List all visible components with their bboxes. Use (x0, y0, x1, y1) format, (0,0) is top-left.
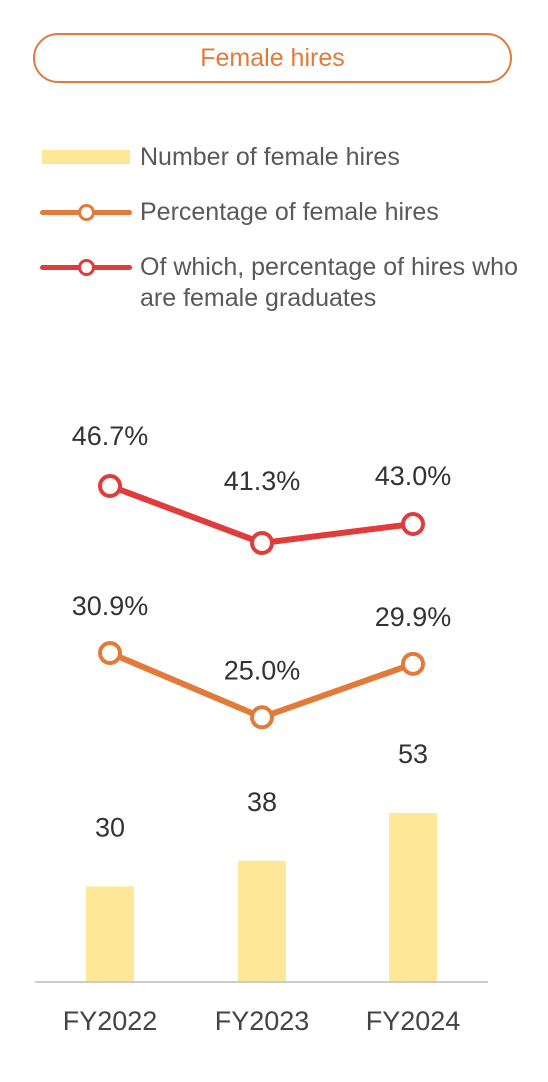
legend-item-female-hires-count: Number of female hires (40, 142, 548, 173)
legend-label: Percentage of female hires (140, 198, 439, 226)
x-tick-label: FY2022 (63, 1006, 158, 1036)
combo-chart: 30 38 53 FY2022 FY2023 FY2024 30.9% 25.0% 29.9% 4… (35, 421, 488, 1036)
chart-title-text: Female hires (200, 43, 345, 72)
legend-swatch-bar (40, 142, 132, 172)
bar-fy2024 (389, 812, 437, 982)
x-tick-label: FY2023 (215, 1006, 310, 1036)
legend-swatch-orange-line (40, 197, 132, 227)
bar-fy2023 (238, 860, 286, 982)
female-graduates-percentage-point (250, 531, 274, 555)
female-hires-percentage-label: 30.9% (72, 591, 149, 621)
bar-value-label: 53 (398, 739, 428, 769)
bar-fy2022 (86, 886, 134, 982)
legend-label: Of which, percentage of hires who are fe… (140, 253, 518, 312)
female-graduates-percentage-label: 46.7% (72, 421, 149, 451)
chart-title: Female hires (33, 33, 512, 83)
bar-value-label: 38 (247, 787, 277, 817)
female-graduates-percentage-label: 43.0% (375, 461, 452, 491)
bar-value-label: 30 (95, 812, 125, 842)
female-hires-percentage-point (401, 651, 425, 676)
female-graduates-percentage-label: 41.3% (224, 466, 301, 496)
legend-item-female-graduates-percentage: Of which, percentage of hires who are fe… (40, 252, 548, 314)
female-hires-percentage-point (98, 641, 122, 665)
female-hires-percentage-label: 25.0% (224, 655, 301, 685)
female-hires-percentage-point (250, 705, 274, 730)
legend-label: Number of female hires (140, 143, 400, 171)
x-tick-label: FY2024 (366, 1006, 461, 1036)
female-graduates-percentage-point (401, 512, 425, 536)
female-graduates-percentage-point (98, 474, 122, 498)
legend-swatch-red-line (40, 252, 132, 282)
legend-item-female-hires-percentage: Percentage of female hires (40, 197, 548, 228)
female-hires-percentage-label: 29.9% (375, 602, 452, 632)
